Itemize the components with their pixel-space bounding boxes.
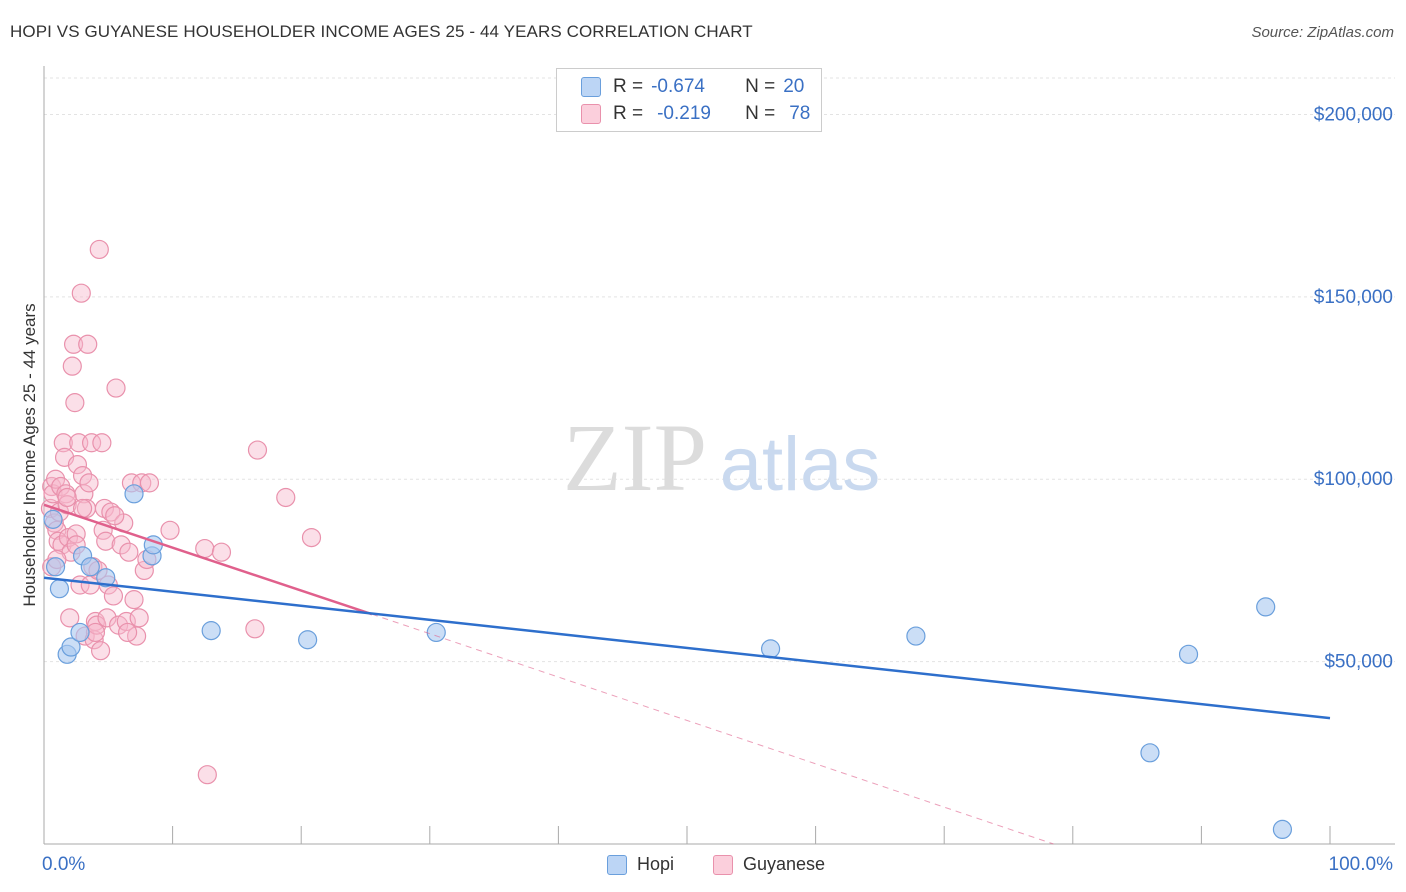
guyanese-trend-extension <box>371 613 1054 845</box>
guyanese-point <box>89 239 109 260</box>
guyanese-point <box>101 502 121 522</box>
guyanese-point <box>97 608 117 628</box>
guyanese-point <box>129 608 149 628</box>
guyanese-point <box>103 586 124 606</box>
hopi-point <box>201 621 221 641</box>
guyanese-point <box>105 506 125 526</box>
hopi-point <box>1272 819 1293 840</box>
guyanese-r-value: -0.219 <box>657 103 711 124</box>
guyanese-swatch <box>713 854 733 875</box>
guyanese-point <box>124 590 144 610</box>
hopi-point <box>426 622 446 643</box>
guyanese-point <box>106 378 126 398</box>
hopi-point <box>1256 597 1276 617</box>
y-tick-label: $150,000 <box>1314 287 1393 308</box>
guyanese-point <box>195 538 215 559</box>
guyanese-point <box>53 433 73 453</box>
hopi-r-value: -0.674 <box>651 76 705 97</box>
guyanese-n-value: 78 <box>789 103 811 124</box>
guyanese-point <box>276 487 296 508</box>
hopi-point <box>49 579 70 599</box>
guyanese-point <box>78 334 98 354</box>
guyanese-point <box>96 531 116 551</box>
hopi-point <box>45 557 66 577</box>
guyanese-point <box>66 524 86 544</box>
watermark: ZIP atlas <box>563 404 880 511</box>
r-label: R = <box>613 76 644 97</box>
guyanese-point <box>87 615 107 635</box>
legend-item-hopi[interactable]: Hopi <box>607 854 674 875</box>
guyanese-point <box>247 440 268 460</box>
guyanese-point <box>79 473 99 493</box>
y-tick-label: $200,000 <box>1314 104 1393 125</box>
guyanese-points <box>40 239 322 785</box>
hopi-point <box>70 622 90 643</box>
guyanese-point <box>139 473 160 493</box>
guyanese-point <box>301 527 322 548</box>
hopi-point <box>1178 644 1199 664</box>
guyanese-point <box>67 455 88 475</box>
hopi-point <box>124 484 144 504</box>
n-label: N = <box>745 103 776 124</box>
hopi-point <box>96 568 116 588</box>
n-label: N = <box>745 76 776 97</box>
x-tick-labels: 0.0% 100.0% <box>42 854 1393 875</box>
legend-row-hopi: R = -0.674 N = 20 <box>581 74 804 100</box>
hopi-trend-line <box>43 576 1331 720</box>
trend-lines <box>43 503 1331 845</box>
guyanese-point <box>119 542 139 562</box>
guyanese-trend-line <box>43 503 373 616</box>
legend-item-guyanese[interactable]: Guyanese <box>713 854 825 875</box>
hopi-point <box>906 626 926 646</box>
y-tick-label: $100,000 <box>1314 469 1393 490</box>
guyanese-point <box>62 356 82 376</box>
hopi-point <box>61 637 81 657</box>
hopi-point <box>43 509 63 529</box>
y-tick-labels: $50,000 $100,000 $150,000 $200,000 <box>1314 104 1393 672</box>
guyanese-point <box>92 433 112 453</box>
r-label: R = <box>613 103 644 124</box>
guyanese-swatch <box>581 104 601 124</box>
guyanese-point <box>197 765 217 785</box>
guyanese-point <box>111 535 131 555</box>
hopi-point <box>1140 743 1160 763</box>
guyanese-point <box>57 487 77 508</box>
guyanese-point <box>71 283 91 303</box>
axes <box>43 66 1395 845</box>
legend-row-guyanese: R = -0.219 N = 78 <box>581 101 810 127</box>
legend-guyanese-label: Guyanese <box>743 854 826 874</box>
correlation-legend: R = -0.674 N = 20 R = -0.219 N = 78 <box>556 68 822 132</box>
chart-title: HOPI VS GUYANESE HOUSEHOLDER INCOME AGES… <box>10 22 753 41</box>
watermark-zip: ZIP <box>563 404 707 511</box>
hopi-point <box>298 630 318 650</box>
source-label: Source: ZipAtlas.com <box>1251 24 1394 41</box>
guyanese-point <box>94 498 115 519</box>
x-tick-label-min: 0.0% <box>42 854 85 875</box>
x-tick-label-max: 100.0% <box>1329 854 1394 875</box>
guyanese-point <box>211 542 232 562</box>
guyanese-point <box>90 641 111 661</box>
hopi-swatch <box>607 854 627 875</box>
hopi-points <box>43 484 1293 840</box>
guyanese-point <box>160 520 180 540</box>
guyanese-point <box>65 393 85 413</box>
legend-hopi-label: Hopi <box>637 854 675 874</box>
series-legend: Hopi Guyanese <box>0 852 1406 878</box>
guyanese-point <box>60 608 80 628</box>
guyanese-point <box>81 433 102 453</box>
y-tick-label: $50,000 <box>1324 652 1393 673</box>
watermark-atlas: atlas <box>720 422 881 507</box>
hopi-n-value: 20 <box>783 76 805 97</box>
hopi-swatch <box>581 77 601 97</box>
hopi-point <box>80 557 100 577</box>
guyanese-point <box>63 334 84 354</box>
grid-lines <box>44 77 1395 663</box>
guyanese-point <box>245 619 265 639</box>
guyanese-point <box>117 622 138 643</box>
